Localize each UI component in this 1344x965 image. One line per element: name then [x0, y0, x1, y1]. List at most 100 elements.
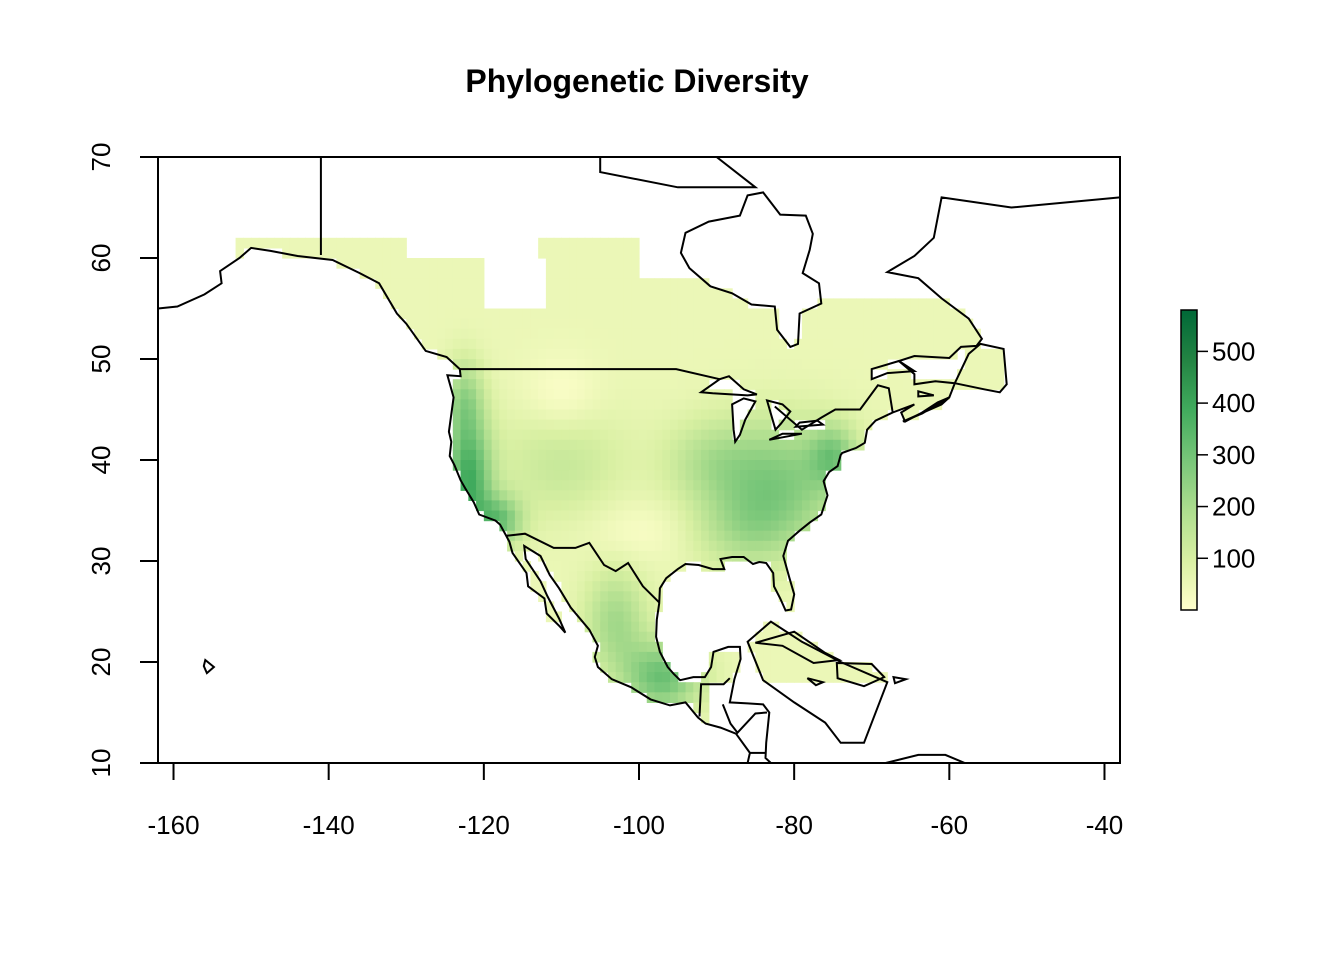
raster-cell — [522, 439, 531, 451]
raster-cell — [499, 480, 508, 491]
raster-cell — [460, 389, 469, 400]
raster-cell — [677, 409, 687, 421]
raster-cell — [545, 409, 555, 421]
raster-cell — [794, 470, 803, 481]
raster-cell — [382, 288, 392, 299]
raster-cell — [739, 298, 749, 310]
coastline — [698, 375, 758, 397]
raster-cell — [607, 399, 617, 411]
raster-cell — [607, 379, 617, 390]
raster-cell — [576, 308, 586, 320]
raster-cell — [615, 328, 625, 340]
raster-cell — [499, 510, 508, 522]
raster-cell — [514, 510, 524, 522]
raster-cell — [763, 631, 772, 643]
raster-cell — [879, 399, 888, 411]
raster-cell — [584, 379, 594, 390]
raster-cell — [988, 359, 997, 370]
raster-cell — [654, 500, 663, 512]
raster-cell — [639, 672, 648, 683]
raster-cell — [701, 490, 710, 501]
raster-cell — [670, 520, 679, 532]
raster-cell — [491, 439, 500, 451]
raster-cell — [514, 550, 524, 562]
raster-cell — [972, 369, 981, 380]
raster-cell — [685, 490, 694, 501]
raster-cell — [460, 359, 469, 370]
raster-cell — [724, 480, 733, 491]
raster-cell — [522, 561, 531, 572]
raster-cell — [468, 318, 477, 330]
raster-cell — [375, 247, 384, 259]
raster-cell — [623, 449, 632, 461]
raster-cell — [670, 409, 679, 421]
raster-cell — [452, 268, 462, 279]
raster-cell — [476, 419, 485, 431]
raster-cell — [576, 470, 586, 481]
raster-cell — [778, 470, 788, 481]
raster-cell — [902, 348, 912, 360]
raster-cell — [561, 379, 570, 390]
raster-cell — [646, 672, 656, 683]
raster-cell — [708, 470, 718, 481]
raster-cell — [623, 308, 632, 320]
raster-cell — [576, 237, 586, 249]
raster-cell — [716, 348, 725, 360]
raster-cell — [452, 278, 462, 289]
coastline — [765, 398, 792, 432]
raster-cell — [662, 540, 671, 552]
raster-cell — [732, 490, 741, 501]
raster-cell — [615, 288, 625, 299]
raster-cell — [739, 429, 749, 441]
raster-cell — [600, 439, 609, 451]
raster-cell — [468, 449, 477, 461]
raster-cell — [825, 308, 834, 320]
raster-cell — [739, 510, 749, 522]
raster-cell — [615, 460, 625, 471]
raster-cell — [522, 500, 531, 512]
raster-cell — [507, 409, 516, 421]
raster-cell — [949, 338, 958, 350]
raster-cell — [926, 348, 935, 360]
raster-cell — [522, 460, 531, 471]
raster-cell — [499, 318, 508, 330]
raster-cell — [670, 359, 679, 370]
raster-cell — [452, 318, 462, 330]
raster-cell — [724, 318, 733, 330]
raster-cell — [670, 460, 679, 471]
raster-cell — [576, 500, 586, 512]
raster-cell — [716, 439, 725, 451]
legend-tick-label: 500 — [1212, 336, 1255, 366]
raster-cell — [724, 490, 733, 501]
raster-cell — [592, 540, 601, 552]
raster-cell — [809, 389, 819, 400]
raster-cell — [770, 449, 780, 461]
raster-cell — [716, 530, 725, 542]
raster-cell — [452, 449, 462, 461]
raster-cell — [685, 419, 694, 431]
raster-cell — [553, 308, 563, 320]
raster-cell — [693, 439, 702, 451]
raster-cell — [856, 672, 865, 683]
raster-cell — [770, 571, 780, 582]
raster-cell — [763, 449, 772, 461]
raster-cell — [856, 409, 865, 421]
raster-cell — [623, 601, 632, 613]
raster-cell — [739, 449, 749, 461]
raster-cell — [553, 460, 563, 471]
raster-cell — [646, 581, 656, 592]
raster-cell — [972, 379, 981, 390]
raster-cell — [545, 510, 555, 522]
raster-cell — [988, 369, 997, 380]
raster-cell — [561, 409, 570, 421]
raster-cell — [468, 348, 477, 360]
raster-cell — [763, 621, 772, 633]
raster-cell — [763, 490, 772, 501]
raster-cell — [801, 672, 811, 683]
raster-cell — [708, 348, 718, 360]
raster-cell — [825, 439, 834, 451]
raster-cell — [654, 460, 663, 471]
raster-cell — [615, 581, 625, 592]
raster-cell — [786, 460, 795, 471]
raster-cell — [631, 662, 640, 673]
